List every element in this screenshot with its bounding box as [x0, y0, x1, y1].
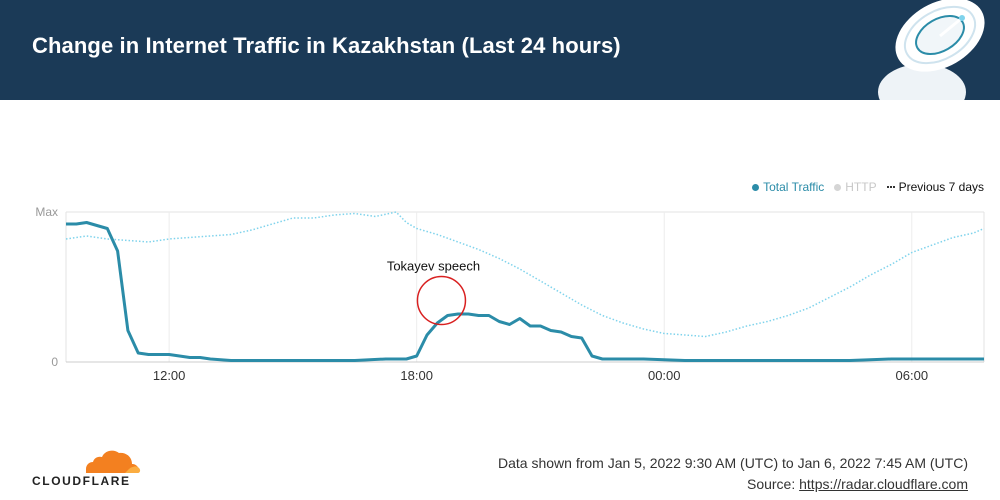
satellite-dish-icon [878, 0, 985, 100]
dotted-line-icon [886, 186, 895, 188]
annotation-circle [416, 275, 467, 326]
header-bar: Change in Internet Traffic in Kazakhstan… [0, 0, 1000, 100]
x-tick-label: 12:00 [153, 368, 186, 383]
legend-item-http[interactable]: HTTP [834, 180, 877, 194]
series-line-previous-7-days [65, 211, 985, 338]
cloudflare-logo-text: CLOUDFLARE [32, 474, 131, 488]
legend-item-total-traffic[interactable]: Total Traffic [752, 180, 824, 194]
page-title: Change in Internet Traffic in Kazakhstan… [32, 33, 621, 58]
legend-item-previous[interactable]: Previous 7 days [886, 180, 984, 194]
total-traffic-dot-icon [752, 183, 760, 191]
footer-info: Data shown from Jan 5, 2022 9:30 AM (UTC… [498, 453, 968, 495]
x-tick-label: 06:00 [896, 368, 929, 383]
series-line-total-traffic [66, 221, 984, 362]
legend-label-total-traffic: Total Traffic [763, 180, 825, 194]
y-tick-label: 0 [51, 355, 58, 369]
source-link[interactable]: https://radar.cloudflare.com [799, 476, 968, 492]
y-tick-label: Max [35, 205, 58, 219]
cloudflare-cloud-icon [86, 450, 141, 473]
x-tick-label: 00:00 [648, 368, 681, 383]
x-tick-label: 18:00 [400, 368, 433, 383]
data-range-text: Data shown from Jan 5, 2022 9:30 AM (UTC… [498, 455, 968, 471]
traffic-chart: 12:00 18:00 00:00 06:00 Max 0 Tokayev speech [35, 205, 985, 383]
legend-label-previous: Previous 7 days [898, 180, 984, 194]
source-prefix: Source: [746, 476, 800, 492]
http-dot-icon [834, 183, 842, 191]
legend-label-http: HTTP [845, 180, 877, 194]
source-line: Source: https://radar.cloudflare.com [498, 474, 968, 495]
annotation-label: Tokayev speech [387, 259, 480, 274]
chart-legend: Total Traffic HTTP Previous 7 days [752, 180, 984, 194]
cloudflare-logo: CLOUDFLARE [30, 448, 142, 490]
